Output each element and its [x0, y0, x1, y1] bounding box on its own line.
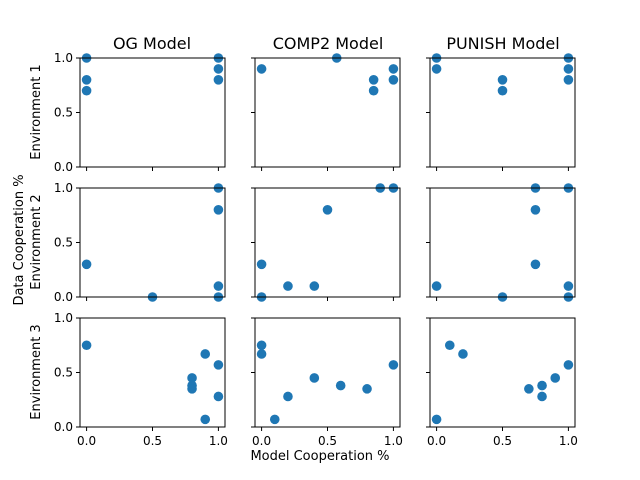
point-environment-1-comp2-model-3 — [368, 85, 379, 96]
point-environment-3-punish-model-4 — [537, 380, 547, 391]
point-environment-1-comp2-model-2 — [368, 75, 379, 85]
point-environment-2-comp2-model-0 — [256, 259, 267, 270]
point-environment-2-comp2-model-3 — [309, 281, 320, 291]
figure-xlabel: Model Cooperation % — [250, 449, 389, 464]
panel-environment-3-punish-model: 0.0 0.5 1.0 — [426, 317, 578, 448]
point-environment-3-og-model-4 — [200, 349, 211, 359]
point-environment-1-punish-model-2 — [497, 75, 508, 85]
x-tick-label-environment-3-comp2-model-0: 0.0 — [252, 434, 271, 448]
point-environment-1-punish-model-3 — [497, 85, 508, 96]
point-environment-3-punish-model-5 — [537, 391, 547, 402]
point-environment-3-comp2-model-1 — [256, 349, 267, 359]
point-environment-2-punish-model-6 — [563, 281, 574, 291]
panel-environment-1-comp2-model — [251, 53, 401, 171]
point-environment-3-og-model-6 — [213, 360, 224, 370]
point-environment-1-punish-model-5 — [563, 64, 574, 74]
y-tick-label-environment-1-og-model-0: 0.0 — [54, 160, 73, 174]
point-environment-2-og-model-3 — [213, 205, 224, 215]
point-environment-3-comp2-model-5 — [335, 380, 346, 391]
point-environment-3-punish-model-6 — [550, 373, 561, 383]
column-title-comp2: COMP2 Model — [273, 34, 384, 53]
point-environment-1-punish-model-1 — [431, 64, 442, 74]
point-environment-3-punish-model-7 — [563, 360, 574, 370]
row-label-environment-3: Environment 3 — [29, 324, 44, 419]
point-environment-1-comp2-model-5 — [388, 75, 399, 85]
point-environment-2-punish-model-0 — [431, 281, 442, 291]
axes-frame-environment-2-comp2-model — [254, 187, 401, 298]
point-environment-1-og-model-1 — [81, 75, 92, 85]
figure-ylabel: Data Cooperation % — [12, 174, 27, 305]
y-tick-label-environment-1-og-model-1: 0.5 — [54, 106, 73, 120]
column-title-punish: PUNISH Model — [446, 34, 559, 53]
panel-environment-1-punish-model — [426, 53, 576, 171]
point-environment-3-og-model-3 — [187, 384, 197, 394]
row-labels: Environment 1 Environment 2 Environment … — [29, 64, 44, 419]
x-tick-label-environment-3-og-model-0: 0.0 — [77, 434, 96, 448]
axes-frame-environment-2-punish-model — [429, 187, 576, 298]
point-environment-3-punish-model-3 — [524, 384, 534, 394]
axes-frame-environment-1-punish-model — [429, 57, 576, 168]
point-environment-1-og-model-4 — [213, 64, 224, 74]
axes-frame-environment-1-comp2-model — [254, 57, 401, 168]
point-environment-1-comp2-model-0 — [256, 64, 267, 74]
x-tick-label-environment-3-punish-model-1: 0.5 — [493, 434, 512, 448]
point-environment-3-punish-model-0 — [431, 414, 442, 425]
x-tick-label-environment-3-og-model-2: 1.0 — [209, 434, 228, 448]
axes-frame-environment-3-comp2-model — [254, 317, 401, 428]
point-environment-3-comp2-model-2 — [269, 414, 280, 425]
y-tick-label-environment-1-og-model-2: 1.0 — [54, 51, 73, 65]
point-environment-3-og-model-7 — [213, 391, 224, 402]
point-environment-2-punish-model-4 — [530, 259, 541, 270]
y-tick-label-environment-3-og-model-1: 0.5 — [54, 366, 73, 380]
y-tick-label-environment-3-og-model-0: 0.0 — [54, 420, 73, 434]
axes-frame-environment-3-og-model — [79, 317, 226, 428]
panels: 0.00.51.00.00.51.00.0 0.5 1.00.00.51.00.0 0… — [54, 51, 578, 448]
column-titles: OG Model COMP2 Model PUNISH Model — [113, 34, 560, 53]
panel-environment-2-punish-model — [426, 183, 576, 302]
row-label-environment-2: Environment 2 — [29, 194, 44, 289]
point-environment-3-og-model-5 — [200, 414, 211, 425]
row-label-environment-1: Environment 1 — [29, 64, 44, 159]
y-tick-label-environment-2-og-model-0: 0.0 — [54, 290, 73, 304]
point-environment-3-punish-model-1 — [444, 340, 455, 351]
point-environment-2-punish-model-3 — [530, 205, 541, 215]
y-tick-label-environment-3-og-model-2: 1.0 — [54, 311, 73, 325]
point-environment-1-og-model-2 — [81, 85, 92, 96]
column-title-og: OG Model — [113, 34, 191, 53]
panel-environment-3-comp2-model: 0.0 0.5 1.0 — [251, 317, 403, 448]
axes-frame-environment-3-punish-model — [429, 317, 576, 428]
point-environment-2-og-model-4 — [213, 281, 224, 291]
panel-environment-3-og-model: 0.0 0.5 1.0 0.0 0.5 1.0 — [54, 311, 228, 448]
point-environment-3-punish-model-2 — [458, 349, 468, 359]
panel-environment-1-og-model: 0.0 0.5 1.0 — [54, 51, 226, 174]
y-tick-label-environment-2-og-model-2: 1.0 — [54, 181, 73, 195]
x-tick-label-environment-3-punish-model-2: 1.0 — [559, 434, 578, 448]
point-environment-1-og-model-5 — [213, 75, 224, 85]
point-environment-3-og-model-0 — [81, 340, 92, 351]
panel-environment-2-og-model: 0.0 0.5 1.0 — [54, 181, 226, 304]
point-environment-3-comp2-model-3 — [283, 391, 293, 402]
point-environment-1-punish-model-6 — [563, 75, 574, 85]
y-tick-label-environment-2-og-model-1: 0.5 — [54, 236, 73, 250]
point-environment-2-og-model-0 — [81, 259, 92, 270]
x-tick-label-environment-3-og-model-1: 0.5 — [143, 434, 162, 448]
x-tick-label-environment-3-comp2-model-2: 1.0 — [384, 434, 403, 448]
axes-frame-environment-2-og-model — [79, 187, 226, 298]
point-environment-1-comp2-model-4 — [388, 64, 399, 74]
point-environment-3-comp2-model-0 — [256, 340, 267, 351]
panel-environment-2-comp2-model — [251, 183, 401, 302]
point-environment-3-comp2-model-4 — [309, 373, 320, 383]
point-environment-3-og-model-1 — [187, 373, 197, 383]
point-environment-2-comp2-model-2 — [283, 281, 293, 291]
x-tick-label-environment-3-punish-model-0: 0.0 — [427, 434, 446, 448]
point-environment-3-comp2-model-6 — [362, 384, 372, 394]
point-environment-2-comp2-model-4 — [322, 205, 333, 215]
x-tick-label-environment-3-comp2-model-1: 0.5 — [318, 434, 337, 448]
axes-frame-environment-1-og-model — [79, 57, 226, 168]
point-environment-3-comp2-model-7 — [388, 360, 399, 370]
